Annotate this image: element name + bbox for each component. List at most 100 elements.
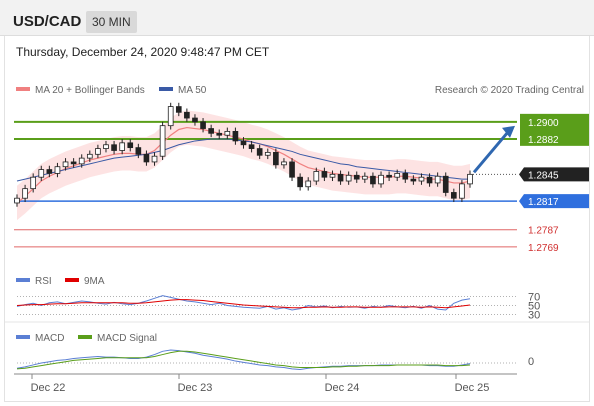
macd-panel: 0	[16, 349, 534, 371]
candle-body	[434, 175, 441, 184]
candle-body	[184, 111, 190, 119]
macd-signal-line	[16, 350, 471, 370]
timestamp: Thursday, December 24, 2020 9:48:47 PM C…	[16, 45, 270, 59]
candle-body	[329, 173, 336, 178]
research-credit: Research © 2020 Trading Central	[435, 85, 584, 96]
candle-body	[151, 155, 158, 163]
pair-title: USD/CAD	[13, 13, 82, 30]
candle-body	[135, 147, 142, 155]
chart-frame	[4, 36, 590, 402]
x-axis: Dec 22 Dec 23 Dec 24 Dec 25	[14, 373, 517, 394]
candle-body	[208, 128, 214, 134]
resistance-tag-box	[520, 113, 589, 146]
last-price-tag-box	[519, 167, 589, 182]
candle-body	[394, 172, 401, 178]
macd-tick-label: 0	[528, 356, 534, 368]
rsi-legend-label: RSI	[35, 276, 52, 287]
bollinger-band	[17, 110, 470, 221]
candle-body	[313, 171, 320, 182]
candle-body	[127, 142, 134, 149]
candle-body	[38, 169, 45, 178]
candle-body	[192, 117, 198, 123]
candle-body	[281, 161, 287, 166]
x-tick-label: Dec 22	[31, 382, 66, 394]
resistance-tag-1: 1.2900	[528, 118, 559, 129]
candle-body	[264, 151, 271, 156]
candle-body	[402, 172, 409, 180]
macd-legend-label: MACD	[35, 333, 64, 344]
macd-legend-swatch	[16, 335, 30, 339]
candle-body	[216, 132, 223, 136]
x-tick-label: Dec 25	[455, 382, 490, 394]
candle-body	[297, 176, 303, 188]
rsi-ma-legend-swatch	[65, 278, 79, 282]
price-panel: 1.2900 1.2882 1.2845 1.2817 1.2787 1.2769	[14, 102, 589, 254]
rsi-tick-label: 70	[528, 292, 540, 304]
candle-body	[450, 192, 457, 199]
candle-body	[370, 175, 376, 185]
candle-body	[442, 175, 449, 193]
rsi-legend-swatch	[16, 278, 30, 282]
candle-body	[54, 166, 61, 174]
candle-body	[46, 169, 53, 174]
candle-body	[175, 106, 182, 113]
ma50-legend-swatch	[159, 87, 173, 91]
rsi-ma-line	[16, 299, 471, 309]
candle-body	[95, 148, 101, 155]
candle-body	[224, 130, 231, 136]
candle-body	[78, 157, 85, 165]
ma20-legend-swatch	[16, 87, 30, 91]
timeframe-badge[interactable]: 30 MIN	[86, 11, 137, 33]
candle-body	[103, 144, 109, 149]
candle-body	[386, 174, 392, 178]
candle-body	[248, 144, 255, 149]
candle-body	[362, 175, 368, 180]
candle-body	[337, 173, 344, 182]
candle-body	[289, 161, 295, 178]
candle-body	[232, 130, 239, 142]
rsi-tick-label: 50	[528, 301, 540, 313]
candle-body	[426, 176, 433, 184]
candle-body	[143, 153, 150, 163]
x-tick-label: Dec 24	[325, 382, 360, 394]
candle-body	[410, 178, 417, 182]
candle-body	[459, 183, 465, 199]
pivot-tag-box	[519, 194, 589, 209]
ma50-legend-label: MA 50	[178, 85, 207, 96]
support-tag-1: 1.2787	[528, 226, 559, 237]
candle-body	[378, 174, 384, 185]
x-tick-label: Dec 23	[178, 382, 213, 394]
rsi-tick-label: 30	[528, 310, 540, 322]
rsi-ma-legend-label: 9MA	[84, 276, 105, 287]
candle-body	[86, 153, 93, 159]
candle-body	[119, 142, 125, 151]
candle-body	[70, 161, 77, 165]
chart-header: USD/CAD 30 MIN	[0, 0, 594, 36]
forecast-arrowhead	[502, 125, 515, 138]
candle-body	[240, 140, 247, 146]
candle-body	[353, 174, 360, 180]
candle-body	[14, 197, 20, 204]
pivot-tag: 1.2817	[528, 197, 559, 208]
ma20-legend-label: MA 20 + Bollinger Bands	[35, 85, 145, 96]
macd-signal-legend-label: MACD Signal	[97, 333, 157, 344]
candle-body	[167, 106, 174, 127]
candle-body	[305, 180, 312, 188]
candle-body	[467, 173, 473, 185]
candle-body	[111, 144, 117, 151]
last-price-tag: 1.2845	[528, 170, 559, 181]
candle-body	[62, 161, 69, 168]
candle-body	[256, 148, 263, 156]
candle-body	[159, 125, 166, 157]
resistance-tag-2: 1.2882	[528, 135, 559, 146]
candle-body	[273, 151, 279, 166]
candle-body	[418, 176, 425, 182]
macd-signal-legend-swatch	[78, 335, 92, 339]
candle-body	[30, 176, 37, 190]
candle-body	[345, 174, 352, 182]
candle-body	[22, 188, 28, 199]
candle-body	[321, 171, 328, 178]
forecast-arrow	[472, 129, 511, 174]
